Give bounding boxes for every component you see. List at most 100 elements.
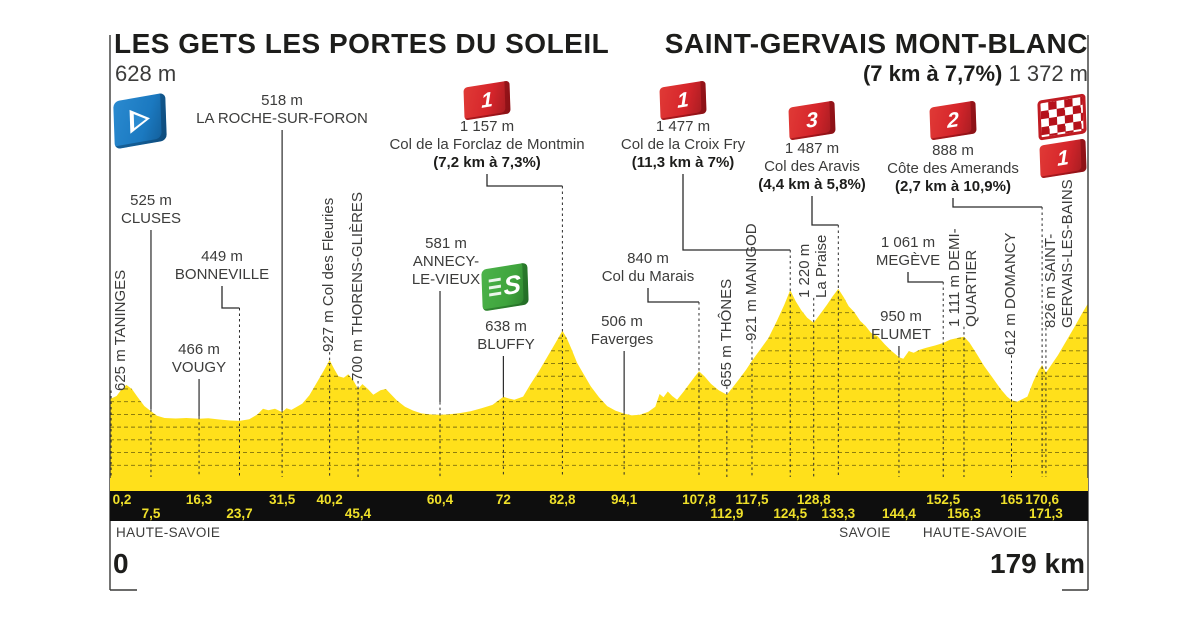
landmark-label-line: LA ROCHE-SUR-FORON (196, 110, 368, 127)
route-start-km: 0 (113, 548, 129, 579)
region-label: HAUTE-SAVOIE (922, 525, 1028, 540)
landmark-label: 1 477 m Col de la Croix Fry (11,3 km à 7%) (621, 118, 745, 172)
region-label: SAVOIE (839, 525, 891, 540)
axis-km-label: 60,4 (426, 492, 454, 507)
landmark-label: 506 m Faverges (591, 313, 654, 349)
finish-gradient: (7 km à 7,7%) (862, 61, 1003, 86)
axis-km-label: 23,7 (226, 506, 253, 521)
landmark-elbow-line (221, 286, 240, 309)
landmark-label-line: 888 m (932, 142, 974, 159)
landmark-label-vertical: 826 m SAINT- GERVAIS-LES-BAINS (1042, 179, 1076, 328)
checkered-flag-icon (1037, 93, 1087, 141)
landmark-label: 638 m BLUFFY (477, 318, 535, 354)
axis-km-label: 128,8 (796, 492, 831, 507)
landmark-label: 518 m LA ROCHE-SUR-FORON (196, 92, 368, 128)
landmark-label-line: VOUGY (171, 359, 227, 376)
landmark-label-vertical: 700 m THORENS-GLIÈRES (349, 192, 367, 381)
landmark-label: 466 m VOUGY (172, 341, 226, 377)
landmark-label-line: (2,7 km à 10,9%) (895, 178, 1011, 195)
axis-km-label: 156,3 (947, 506, 981, 521)
landmark-label-line: 921 m MANIGOD (742, 223, 760, 341)
axis-yellow-strip (110, 478, 1088, 491)
landmark-label: 888 m Côte des Amerands (2,7 km à 10,9%) (887, 142, 1019, 196)
landmark-label-line: 612 m DOMANCY (1002, 232, 1020, 356)
landmark-label: 525 m CLUSES (121, 192, 181, 228)
landmark-label-line: BLUFFY (477, 336, 535, 353)
start-city-title: LES GETS LES PORTES DU SOLEIL (114, 28, 610, 59)
landmark-label-line: 950 m (880, 308, 922, 325)
landmark-label-line: Col de la Croix Fry (620, 136, 746, 153)
start-altitude: 628 m (115, 61, 177, 86)
axis-km-label: 31,5 (268, 492, 296, 507)
landmark-label-vertical: 625 m TANINGES (111, 269, 130, 391)
landmark-label-line: 840 m (627, 250, 669, 267)
landmark-label: 840 m Col du Marais (602, 250, 695, 286)
landmark-label-line: (7,2 km à 7,3%) (433, 154, 541, 171)
elevation-profile-area (110, 288, 1088, 478)
landmark-elbow-line (952, 198, 1043, 208)
landmark-label-line: BONNEVILLE (174, 266, 270, 283)
axis-km-label: 117,5 (735, 492, 769, 507)
axis-km-label: 45,4 (344, 506, 372, 521)
landmark-label-line: Côte des Amerands (887, 160, 1019, 177)
axis-km-label: 72 (495, 492, 511, 507)
landmark-label-vertical: 1 220 m La Praise (796, 234, 830, 298)
landmark-label-line: Col des Aravis (764, 158, 860, 175)
region-label: HAUTE-SAVOIE (116, 525, 221, 540)
landmark-label: 449 m BONNEVILLE (175, 248, 269, 284)
finish-city-title: SAINT-GERVAIS MONT-BLANC (664, 28, 1088, 59)
landmark-label-line: 1 477 m (655, 118, 711, 135)
landmark-label-line: ANNECY- (412, 253, 480, 270)
landmark-label-vertical: 655 m THÔNES (717, 278, 736, 387)
landmark-elbow-line (647, 288, 699, 303)
sprint-flag-icon: S (481, 262, 529, 312)
axis-km-label: 107,8 (682, 492, 716, 507)
landmark-elbow-line (486, 174, 563, 187)
axis-km-label: 94,1 (610, 492, 638, 507)
landmark-label-line: 518 m (261, 92, 303, 109)
finish-subtitle: (7 km à 7,7%) 1 372 m (863, 61, 1088, 87)
landmark-label-line: 1 220 m (796, 243, 814, 298)
axis-km-label: 133,3 (821, 506, 856, 521)
landmark-elbow-line (907, 272, 944, 283)
landmark-label-line: FLUMET (871, 326, 931, 343)
landmark-label-line: 449 m (201, 248, 243, 265)
landmark-label: 581 m ANNECY- LE-VIEUX (412, 235, 480, 289)
axis-km-label: 152,5 (926, 492, 961, 507)
landmark-label-vertical: 612 m DOMANCY (1002, 232, 1020, 356)
landmark-label-line: Faverges (590, 331, 654, 348)
landmark-label-line: QUARTIER (962, 249, 980, 327)
landmark-elbow-line (682, 174, 791, 251)
landmark-label-line: 655 m THÔNES (717, 278, 735, 387)
landmark-label-vertical: 921 m MANIGOD (742, 223, 761, 341)
landmark-label-line: GERVAIS-LES-BAINS (1058, 179, 1076, 328)
landmark-label-line: 1 111 m DEMI- (946, 228, 964, 327)
axis-km-label: 82,8 (549, 492, 576, 507)
landmark-label-line: 1 157 m (459, 118, 515, 135)
axis-km-label: 171,3 (1029, 506, 1063, 521)
axis-km-label: 170,6 (1025, 492, 1059, 507)
route-total-km: 179 km (990, 548, 1085, 579)
landmark-label-line: CLUSES (120, 210, 182, 227)
axis-km-label: 16,3 (185, 492, 213, 507)
landmark-label: 1 487 m Col des Aravis (4,4 km à 5,8%) (758, 140, 866, 194)
axis-km-label: 144,4 (882, 506, 916, 521)
landmark-label-line: 625 m TANINGES (111, 269, 129, 391)
axis-km-label: 0,2 (112, 492, 132, 507)
axis-distance-bar (110, 491, 1088, 521)
landmark-label: 1 157 m Col de la Forclaz de Montmin (7,2 … (389, 118, 584, 172)
landmark-label-line: 638 m (485, 318, 527, 335)
landmark-label-line: (11,3 km à 7%) (631, 154, 735, 171)
axis-km-label: 112,9 (710, 506, 744, 521)
start-flag-icon (113, 92, 167, 150)
axis-km-label: 124,5 (773, 506, 808, 521)
landmark-label-line: 466 m (178, 341, 220, 358)
landmark-label-line: Col de la Forclaz de Montmin (389, 136, 585, 153)
landmark-elbow-line (811, 196, 839, 226)
landmark-label-line: MEGÈVE (875, 252, 941, 269)
landmark-label-line: 1 487 m (784, 140, 840, 157)
landmark-label: 950 m FLUMET (871, 308, 931, 344)
landmark-label-line: LE-VIEUX (411, 271, 481, 288)
